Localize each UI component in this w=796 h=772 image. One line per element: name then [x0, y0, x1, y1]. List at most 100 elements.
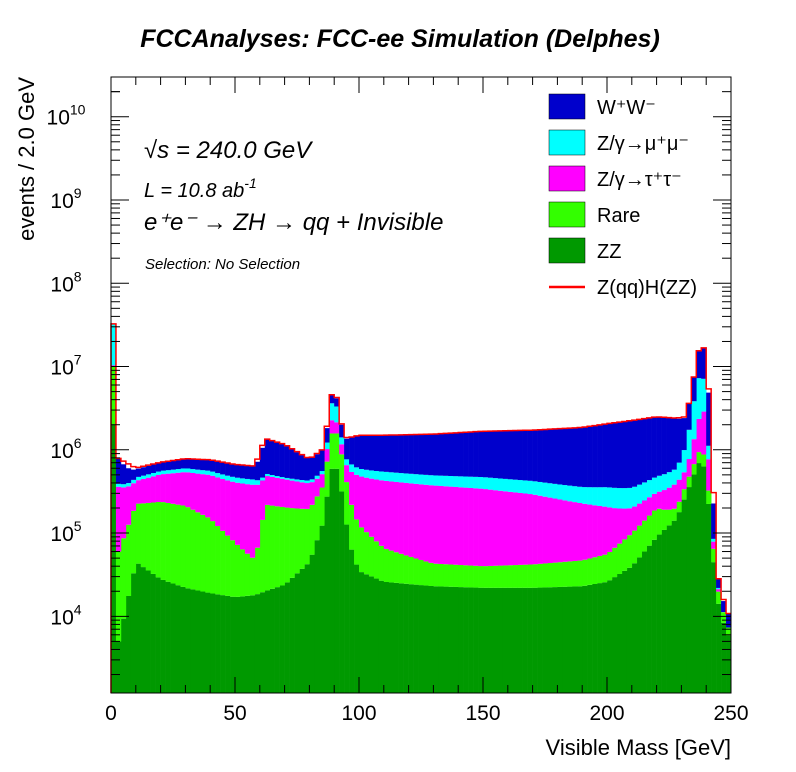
bar-wpluswminus — [294, 452, 300, 480]
bar-z-gammatotauplustauminus — [398, 482, 404, 554]
bar-rare — [135, 503, 142, 564]
bar-wpluswminus — [155, 463, 161, 472]
bar-rare — [125, 524, 132, 596]
bar-z-gammatomuplusmuminus — [378, 471, 385, 481]
bar-wpluswminus — [120, 464, 127, 485]
bar-zz — [309, 554, 315, 693]
bar-z-gammatotauplustauminus — [180, 472, 186, 506]
bar-z-gammatotauplustauminus — [225, 480, 231, 536]
bar-zz — [438, 586, 444, 693]
bar-z-gammatotauplustauminus — [354, 474, 360, 520]
bar-z-gammatomuplusmuminus — [671, 469, 677, 485]
bar-z-gammatotauplustauminus — [393, 481, 399, 553]
bar-z-gammatomuplusmuminus — [284, 477, 290, 480]
bar-zz — [398, 583, 404, 693]
bar-zz — [244, 595, 251, 693]
bar-wpluswminus — [130, 469, 137, 480]
bar-wpluswminus — [532, 430, 538, 482]
bar-z-gammatotauplustauminus — [517, 492, 523, 565]
bar-wpluswminus — [562, 428, 568, 486]
bar-zz — [215, 594, 221, 693]
bar-z-gammatomuplusmuminus — [324, 442, 330, 450]
bar-z-gammatotauplustauminus — [220, 478, 226, 531]
bar-zz — [572, 586, 578, 693]
luminosity-exponent: -1 — [244, 175, 256, 191]
bar-rare — [363, 532, 370, 575]
bar-wpluswminus — [249, 465, 256, 480]
bar-z-gammatomuplusmuminus — [170, 469, 176, 474]
bar-rare — [443, 564, 449, 587]
bar-z-gammatomuplusmuminus — [711, 538, 717, 542]
series-zz — [111, 424, 732, 693]
bar-wpluswminus — [587, 426, 593, 488]
bar-wpluswminus — [517, 430, 523, 481]
bar-rare — [726, 627, 732, 636]
bar-z-gammatomuplusmuminus — [339, 437, 345, 445]
bar-z-gammatomuplusmuminus — [393, 472, 399, 482]
bar-z-gammatomuplusmuminus — [279, 477, 285, 479]
bar-rare — [354, 519, 360, 565]
bar-rare — [413, 558, 419, 585]
bar-z-gammatotauplustauminus — [185, 472, 191, 508]
bar-rare — [631, 530, 638, 564]
bar-z-gammatomuplusmuminus — [319, 471, 325, 475]
bar-z-gammatomuplusmuminus — [225, 475, 231, 481]
bar-zz — [304, 564, 310, 693]
x-tick-label: 250 — [713, 702, 748, 725]
bar-z-gammatotauplustauminus — [711, 541, 717, 549]
bar-z-gammatomuplusmuminus — [597, 487, 603, 506]
bar-rare — [463, 565, 469, 588]
bar-z-gammatotauplustauminus — [363, 477, 370, 533]
bar-zz — [319, 525, 325, 693]
series-wpluswminus — [111, 323, 732, 628]
bar-wpluswminus — [210, 460, 216, 472]
bar-zz — [701, 466, 707, 693]
bar-zz — [135, 563, 142, 693]
bar-rare — [130, 510, 137, 574]
x-tick-label: 100 — [341, 702, 376, 725]
bar-zz — [577, 586, 583, 693]
bar-z-gammatomuplusmuminus — [552, 483, 558, 499]
bar-zz — [210, 593, 216, 693]
bar-z-gammatotauplustauminus — [607, 507, 613, 552]
bar-zz — [641, 551, 647, 693]
bar-zz — [120, 618, 127, 693]
bar-z-gammatomuplusmuminus — [676, 462, 682, 480]
bar-wpluswminus — [418, 434, 424, 475]
bar-z-gammatotauplustauminus — [448, 486, 454, 565]
bar-z-gammatotauplustauminus — [274, 477, 280, 507]
bar-zz — [661, 529, 667, 693]
bar-z-gammatotauplustauminus — [428, 485, 434, 563]
y-tick-exponent: 5 — [74, 518, 82, 534]
bar-zz — [195, 590, 201, 693]
bar-z-gammatomuplusmuminus — [349, 464, 355, 472]
bar-rare — [418, 559, 424, 586]
bar-rare — [378, 545, 385, 581]
bar-zz — [200, 591, 206, 693]
bar-zz — [696, 463, 702, 693]
bar-zz — [284, 582, 290, 693]
bar-wpluswminus — [324, 428, 330, 443]
bar-wpluswminus — [230, 464, 236, 477]
bar-rare — [616, 543, 623, 574]
bar-z-gammatotauplustauminus — [716, 589, 722, 592]
bar-zz — [408, 584, 414, 693]
bar-wpluswminus — [631, 420, 638, 487]
bar-z-gammatomuplusmuminus — [220, 474, 226, 479]
bar-rare — [691, 464, 697, 475]
bar-wpluswminus — [195, 459, 201, 470]
bar-wpluswminus — [433, 433, 439, 476]
bar-wpluswminus — [339, 424, 345, 438]
bar-zz — [666, 525, 672, 693]
x-axis-ticks: 0 50 100 150 200 250 — [105, 77, 749, 725]
bar-zz — [448, 586, 454, 693]
bar-wpluswminus — [671, 418, 677, 470]
bar-wpluswminus — [522, 430, 528, 481]
bar-rare — [314, 496, 320, 541]
bar-zz — [289, 577, 295, 693]
bar-rare — [115, 551, 122, 642]
bar-zz — [354, 564, 360, 693]
bar-zz — [249, 595, 256, 693]
bar-z-gammatotauplustauminus — [661, 490, 667, 510]
bar-z-gammatotauplustauminus — [249, 484, 256, 558]
